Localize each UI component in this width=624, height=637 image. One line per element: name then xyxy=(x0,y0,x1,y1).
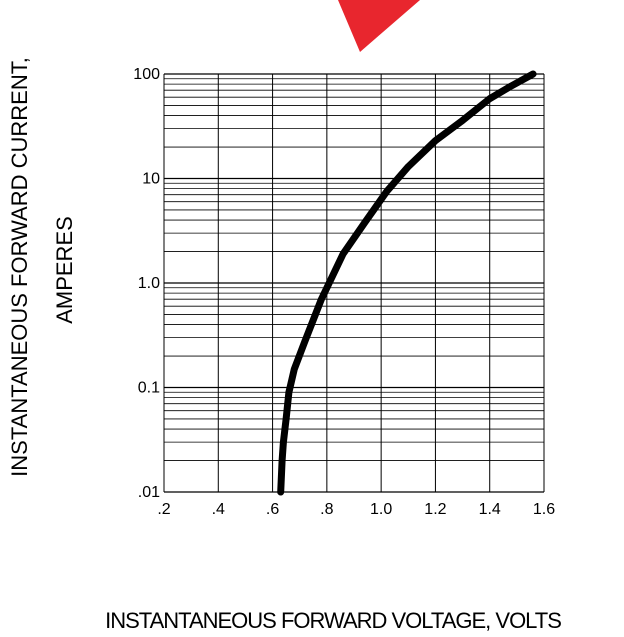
x-tick-label: .2 xyxy=(157,501,170,518)
x-tick-label: 1.0 xyxy=(370,501,392,518)
series-line xyxy=(277,70,537,496)
y-axis-label-line1: INSTANTANEOUS FORWARD CURRENT, xyxy=(7,57,32,477)
red-logo-fragment xyxy=(338,0,420,52)
grid xyxy=(163,73,545,493)
y-tick-label: 1.0 xyxy=(138,275,160,292)
x-axis-label: INSTANTANEOUS FORWARD VOLTAGE, VOLTS xyxy=(105,608,561,633)
x-tick-label: .8 xyxy=(320,501,333,518)
y-tick-label: .01 xyxy=(138,484,160,501)
series-layer xyxy=(277,70,537,496)
y-tick-label: 10 xyxy=(142,171,160,188)
y-tick-label: 0.1 xyxy=(138,380,160,397)
y-tick-labels: .01 0.1 1.0 10 100 xyxy=(133,66,160,501)
x-tick-label: 1.6 xyxy=(533,501,555,518)
y-axis-label-line2: AMPERES xyxy=(52,216,77,324)
x-tick-labels: .2 .4 .6 .8 1.0 1.2 1.4 1.6 xyxy=(157,501,555,518)
x-tick-label: .6 xyxy=(266,501,279,518)
x-tick-label: 1.2 xyxy=(424,501,446,518)
x-tick-label: .4 xyxy=(212,501,225,518)
x-tick-label: 1.4 xyxy=(479,501,501,518)
y-tick-label: 100 xyxy=(133,66,160,83)
